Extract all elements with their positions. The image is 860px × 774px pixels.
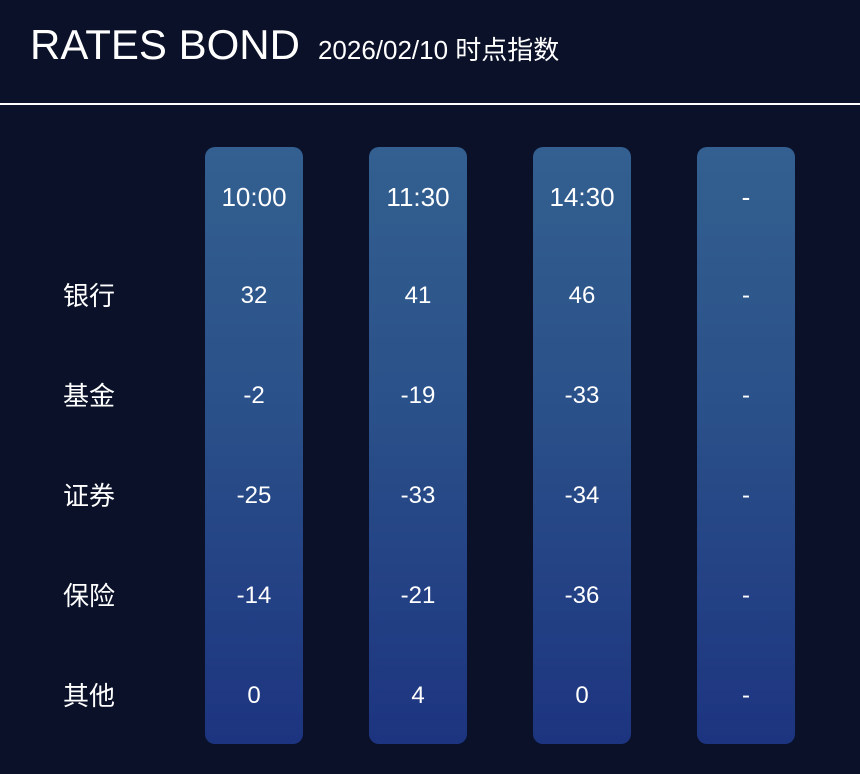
table-cell: -36 [564, 582, 600, 609]
column-header: 14:30 [549, 182, 615, 212]
table-cell: - [742, 282, 750, 309]
row-label-other: 其他 [63, 681, 116, 711]
table-cell: 0 [247, 682, 261, 709]
table-cell: - [742, 582, 750, 609]
table-cell: - [742, 682, 750, 709]
table-cell: -21 [400, 582, 436, 609]
table-cell: -33 [564, 382, 600, 409]
table-cell: 46 [568, 282, 596, 309]
table-cell: -34 [564, 482, 600, 509]
table-cell: 41 [404, 282, 432, 309]
column-bar-1430 [533, 147, 631, 744]
column-header: - [741, 182, 751, 212]
table-cell: -33 [400, 482, 436, 509]
table-cell: -25 [236, 482, 272, 509]
row-label-securities: 证券 [63, 481, 116, 511]
table-cell: -19 [400, 382, 436, 409]
column-header: 11:30 [386, 182, 450, 212]
row-label-bank: 银行 [63, 281, 116, 311]
column-header: 10:00 [221, 182, 287, 212]
column-bar-1000 [205, 147, 303, 744]
column-bar-empty [697, 147, 795, 744]
page-subtitle: 2026/02/10 时点指数 [317, 35, 560, 65]
header-divider [0, 103, 860, 105]
table-cell: - [742, 382, 750, 409]
table-cell: 4 [411, 682, 425, 709]
header: RATES BOND 2026/02/10 时点指数 [30, 21, 560, 68]
table-cell: 32 [240, 282, 268, 309]
page-title: RATES BOND [30, 21, 300, 68]
table-cell: -14 [236, 582, 272, 609]
table-cell: -2 [243, 382, 265, 409]
row-label-insurance: 保险 [63, 581, 116, 611]
table-cell: - [742, 482, 750, 509]
table-cell: 0 [575, 682, 589, 709]
column-bar-1130 [369, 147, 467, 744]
row-label-fund: 基金 [63, 381, 116, 411]
